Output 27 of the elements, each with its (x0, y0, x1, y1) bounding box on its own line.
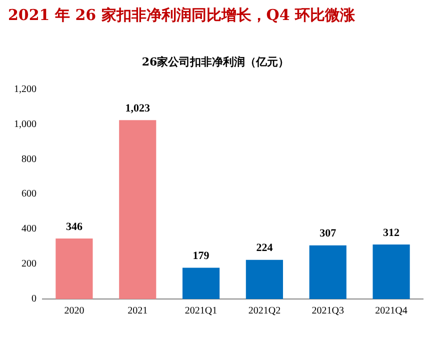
data-label: 224 (256, 242, 274, 254)
y-tick-label: 800 (22, 154, 36, 165)
bar (182, 268, 220, 299)
data-label: 179 (192, 250, 210, 262)
bar (56, 238, 93, 299)
y-tick-label: 600 (22, 188, 36, 200)
data-label: 312 (383, 226, 400, 239)
y-tick-label: 0 (32, 294, 36, 305)
x-tick-label: 2021Q1 (184, 306, 218, 317)
data-label: 346 (66, 220, 83, 233)
bar (309, 245, 346, 299)
y-tick-label: 400 (22, 224, 36, 235)
chart-title: 2021 年 26 家扣非净利润同比增长，Q4 环比微涨 (7, 5, 356, 26)
y-tick-label: 200 (22, 258, 36, 270)
x-tick-label: 2021Q3 (312, 306, 344, 317)
bar (119, 120, 156, 299)
x-tick-label: 2020 (64, 306, 84, 317)
x-tick-label: 2021Q2 (248, 306, 281, 317)
y-tick-label: 1,000 (14, 118, 36, 130)
chart-subtitle: 26家公司扣非净利润（亿元） (142, 55, 290, 68)
bar (372, 244, 410, 299)
data-label: 1,023 (125, 102, 150, 114)
bar (246, 260, 284, 299)
x-tick-label: 2021 (128, 306, 148, 317)
x-tick-label: 2021Q4 (375, 306, 408, 317)
data-label: 307 (320, 228, 337, 240)
y-tick-label: 1,200 (14, 84, 36, 95)
